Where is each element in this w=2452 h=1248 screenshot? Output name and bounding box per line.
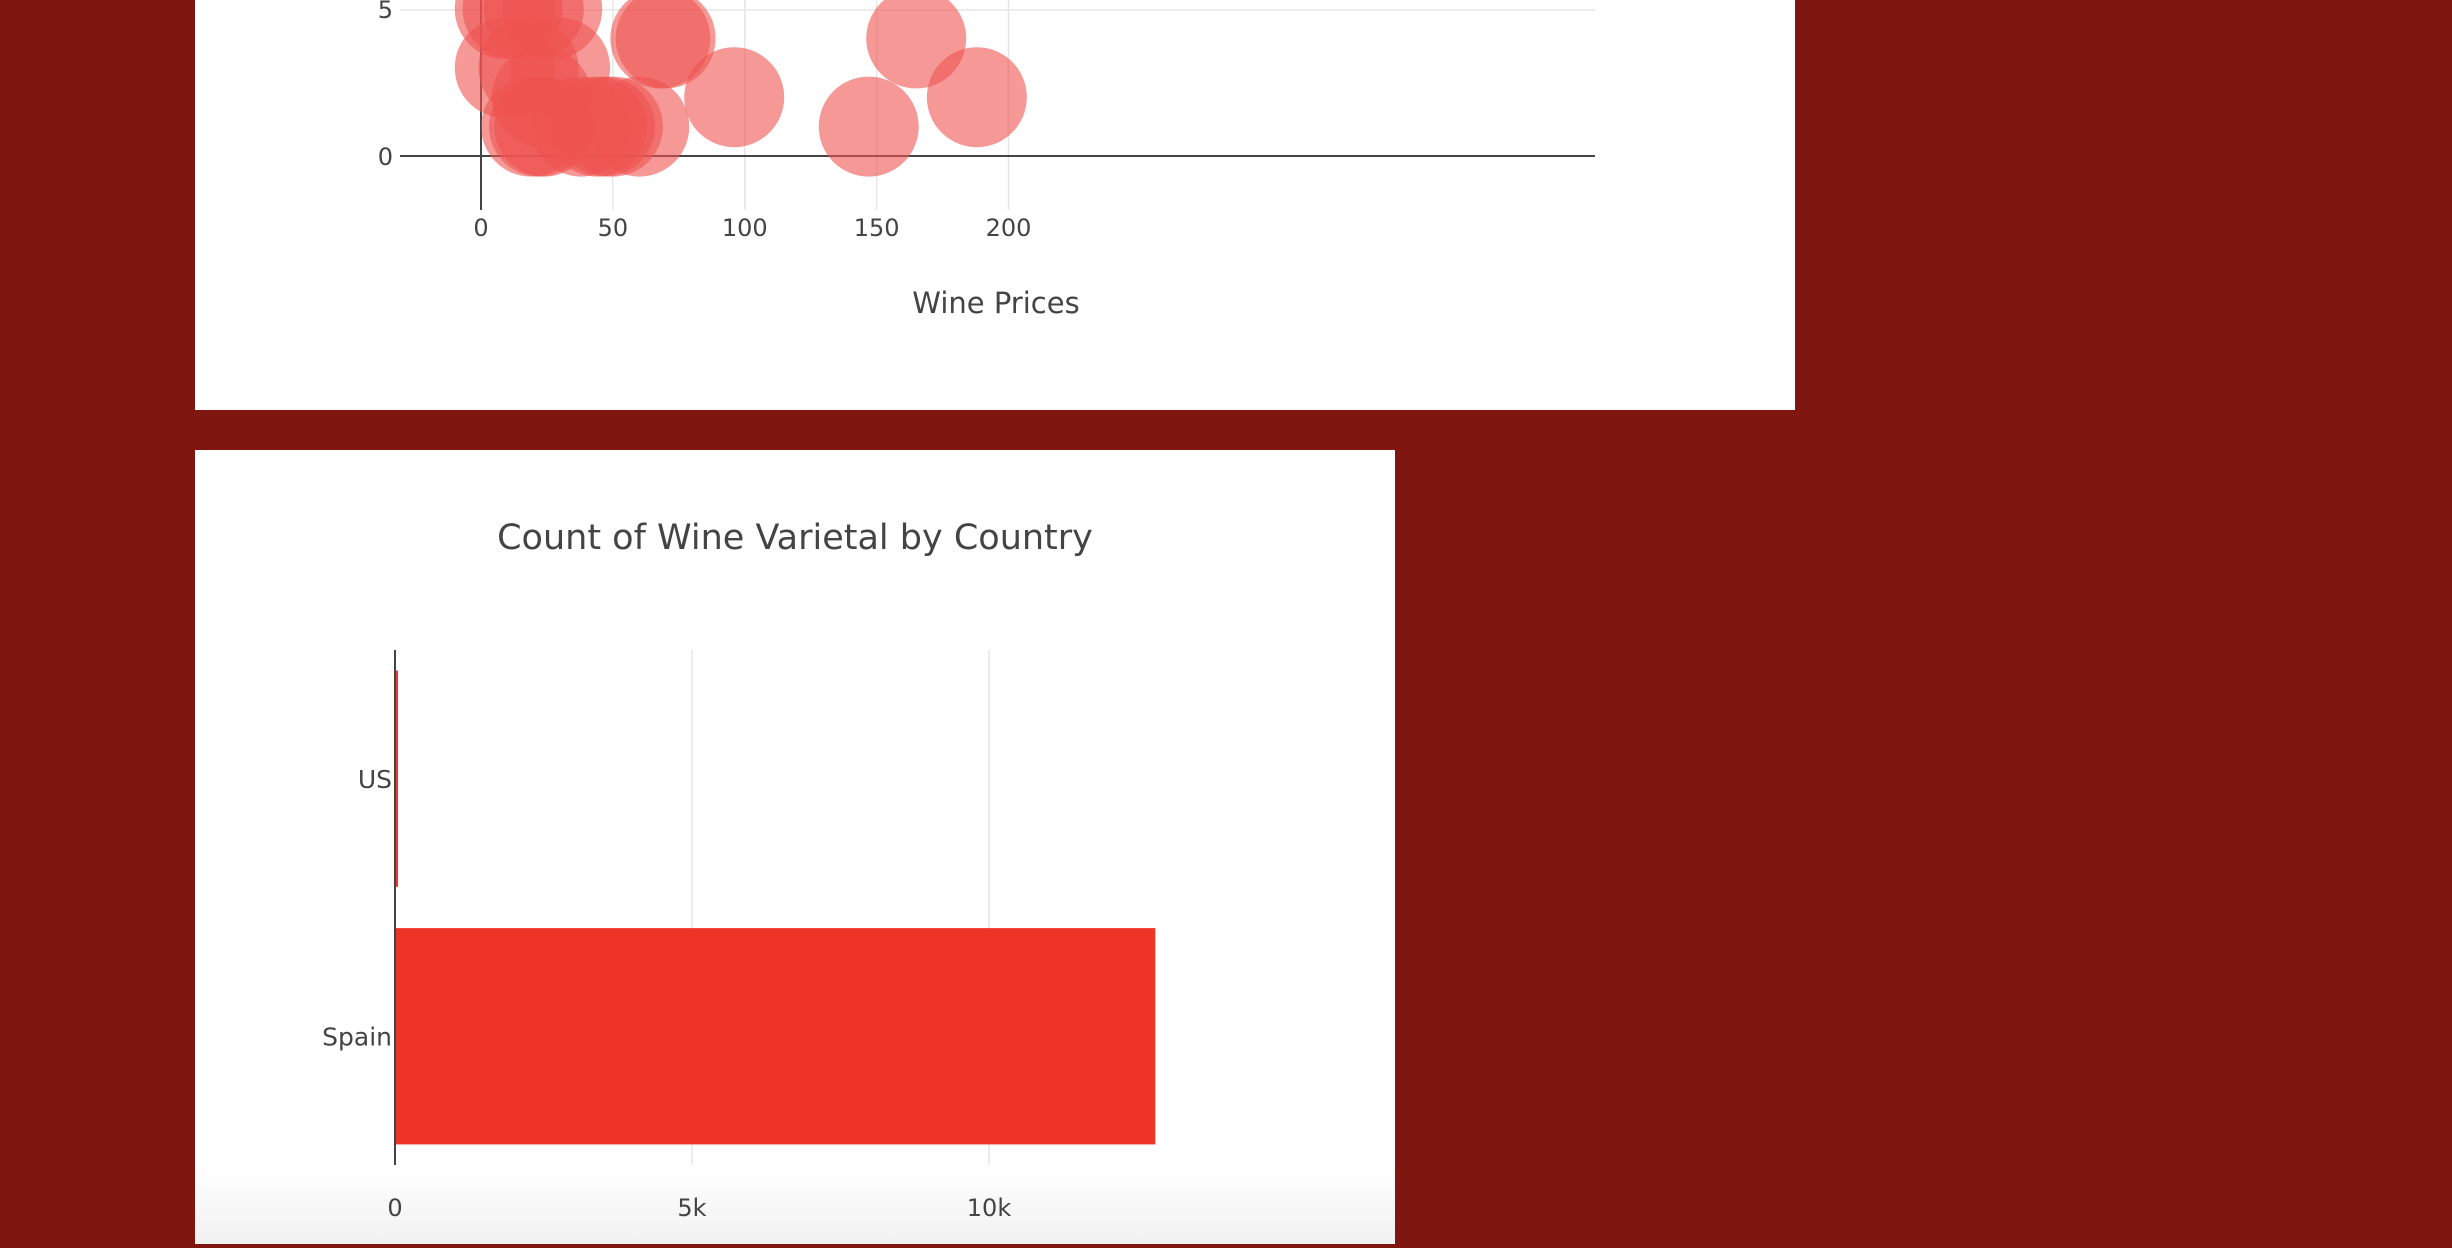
bar-chart-x-tick-label: 5k [677, 1194, 706, 1222]
bubble-chart-point [615, 0, 716, 89]
bar-chart-bar [395, 928, 1156, 1145]
bar-chart: Count of Wine Varietal by Country 0 5k 10k… [322, 518, 1156, 1222]
bar-chart-x-tick-label: 10k [967, 1194, 1012, 1222]
bar-chart-category-label: US [358, 765, 392, 794]
bar-chart-x-tick-label: 0 [387, 1194, 402, 1222]
bar-chart-ticks: 0 5k 10k US Spain [322, 765, 1011, 1222]
bubble-chart-points [454, 0, 1027, 177]
bubble-chart-y-tick-label: 0 [378, 143, 393, 171]
bubble-chart-ticks: 0 50 100 150 200 0 5 [378, 0, 1032, 242]
bar-chart-category-label: Spain [322, 1022, 392, 1051]
bubble-chart-x-tick-label: 100 [722, 214, 768, 242]
bar-chart-title: Count of Wine Varietal by Country [497, 518, 1093, 558]
bubble-chart-x-tick-label: 150 [854, 214, 900, 242]
bubble-chart-point [818, 76, 919, 177]
bubble-chart-x-tick-label: 50 [598, 214, 629, 242]
bubble-chart-x-tick-label: 200 [986, 214, 1032, 242]
bubble-chart-point [684, 47, 785, 148]
bubble-chart-panel: 0 50 100 150 200 0 5 Wine Prices [195, 0, 1795, 410]
bubble-chart-point [926, 47, 1027, 148]
bubble-chart-x-axis-title: Wine Prices [912, 286, 1079, 320]
bubble-chart-x-tick-label: 0 [473, 214, 488, 242]
bar-chart-bars [395, 670, 1156, 1145]
bubble-chart: 0 50 100 150 200 0 5 Wine Prices [378, 0, 1595, 320]
bar-chart-bar [395, 670, 398, 887]
bubble-chart-y-tick-label: 5 [378, 0, 393, 24]
bubble-chart-point [589, 76, 690, 177]
bar-chart-panel: Count of Wine Varietal by Country 0 5k 10k… [195, 450, 1395, 1244]
